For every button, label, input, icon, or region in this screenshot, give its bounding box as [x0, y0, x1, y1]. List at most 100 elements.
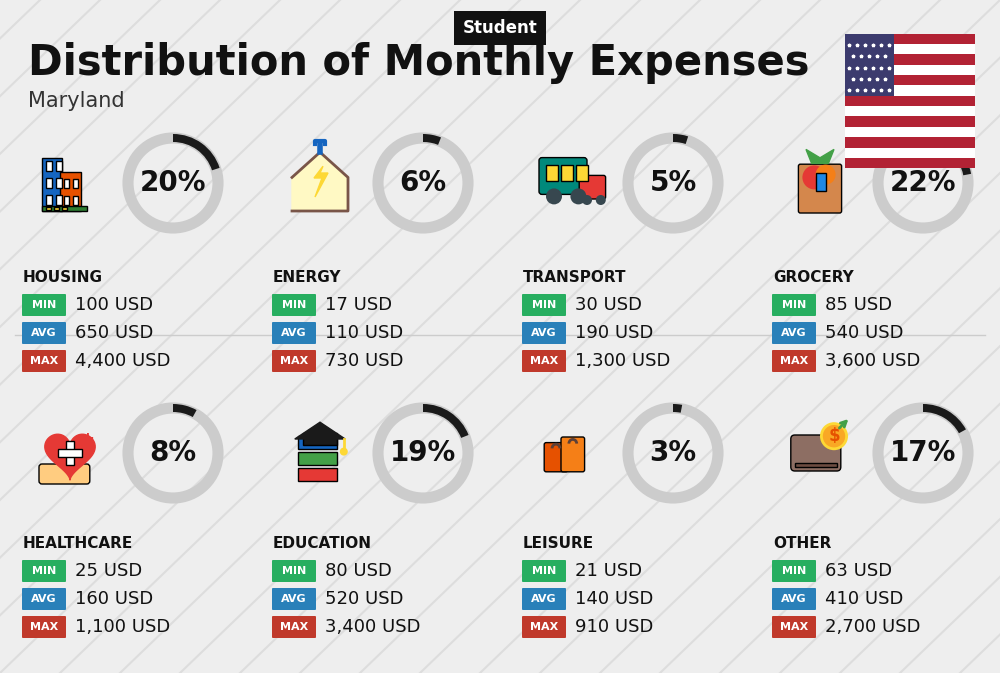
FancyBboxPatch shape	[772, 616, 816, 638]
Text: 1,300 USD: 1,300 USD	[575, 352, 670, 370]
FancyBboxPatch shape	[56, 161, 62, 171]
Text: 19%: 19%	[390, 439, 456, 467]
FancyBboxPatch shape	[845, 137, 975, 147]
Text: 540 USD: 540 USD	[825, 324, 904, 342]
Text: 190 USD: 190 USD	[575, 324, 653, 342]
Text: AVG: AVG	[281, 328, 307, 338]
FancyBboxPatch shape	[46, 195, 52, 205]
FancyBboxPatch shape	[42, 157, 62, 211]
Text: 910 USD: 910 USD	[575, 618, 653, 636]
FancyBboxPatch shape	[845, 34, 975, 44]
FancyBboxPatch shape	[272, 350, 316, 372]
FancyBboxPatch shape	[795, 463, 837, 467]
FancyBboxPatch shape	[845, 34, 894, 96]
FancyBboxPatch shape	[845, 96, 975, 106]
FancyBboxPatch shape	[561, 165, 573, 181]
FancyBboxPatch shape	[272, 560, 316, 582]
FancyBboxPatch shape	[62, 207, 67, 210]
FancyBboxPatch shape	[522, 616, 566, 638]
Text: 22%: 22%	[890, 169, 956, 197]
FancyBboxPatch shape	[73, 179, 78, 188]
Text: 20%: 20%	[140, 169, 206, 197]
FancyBboxPatch shape	[22, 616, 66, 638]
FancyBboxPatch shape	[64, 196, 69, 205]
Polygon shape	[295, 422, 345, 439]
Wedge shape	[173, 404, 197, 417]
Circle shape	[823, 425, 845, 448]
FancyBboxPatch shape	[298, 468, 337, 481]
FancyBboxPatch shape	[298, 452, 337, 465]
Text: 21 USD: 21 USD	[575, 562, 642, 580]
Circle shape	[816, 165, 836, 184]
FancyBboxPatch shape	[522, 588, 566, 610]
Text: 520 USD: 520 USD	[325, 590, 404, 608]
FancyBboxPatch shape	[303, 433, 337, 445]
FancyBboxPatch shape	[576, 165, 588, 181]
FancyBboxPatch shape	[791, 435, 841, 471]
Wedge shape	[673, 134, 688, 144]
Text: 63 USD: 63 USD	[825, 562, 892, 580]
FancyBboxPatch shape	[845, 75, 975, 85]
Circle shape	[340, 448, 348, 456]
FancyBboxPatch shape	[561, 437, 585, 472]
FancyBboxPatch shape	[64, 179, 69, 188]
Text: 6%: 6%	[399, 169, 447, 197]
Text: +: +	[80, 430, 94, 448]
FancyBboxPatch shape	[66, 441, 74, 465]
Text: AVG: AVG	[781, 594, 807, 604]
FancyBboxPatch shape	[46, 161, 52, 171]
Text: 80 USD: 80 USD	[325, 562, 392, 580]
FancyBboxPatch shape	[522, 322, 566, 344]
FancyBboxPatch shape	[22, 294, 66, 316]
FancyBboxPatch shape	[845, 116, 975, 127]
Text: AVG: AVG	[281, 594, 307, 604]
Text: MAX: MAX	[30, 622, 58, 632]
FancyBboxPatch shape	[272, 322, 316, 344]
Text: MIN: MIN	[782, 300, 806, 310]
FancyBboxPatch shape	[73, 196, 78, 205]
Text: 410 USD: 410 USD	[825, 590, 903, 608]
FancyBboxPatch shape	[60, 172, 81, 211]
FancyBboxPatch shape	[772, 294, 816, 316]
Polygon shape	[292, 152, 348, 211]
Text: 140 USD: 140 USD	[575, 590, 653, 608]
Text: AVG: AVG	[31, 594, 57, 604]
Text: MIN: MIN	[532, 566, 556, 576]
Text: ENERGY: ENERGY	[273, 269, 342, 285]
Text: 2,700 USD: 2,700 USD	[825, 618, 920, 636]
Wedge shape	[923, 134, 971, 176]
Text: GROCERY: GROCERY	[773, 269, 854, 285]
FancyBboxPatch shape	[845, 147, 975, 158]
FancyBboxPatch shape	[772, 588, 816, 610]
FancyBboxPatch shape	[22, 350, 66, 372]
Text: TRANSPORT: TRANSPORT	[523, 269, 626, 285]
FancyBboxPatch shape	[845, 55, 975, 65]
Text: 3,600 USD: 3,600 USD	[825, 352, 920, 370]
Wedge shape	[173, 134, 220, 170]
FancyBboxPatch shape	[845, 65, 975, 75]
Text: LEISURE: LEISURE	[523, 536, 594, 551]
Text: AVG: AVG	[31, 328, 57, 338]
FancyBboxPatch shape	[272, 616, 316, 638]
Text: HEALTHCARE: HEALTHCARE	[23, 536, 133, 551]
Text: MAX: MAX	[780, 356, 808, 366]
Polygon shape	[314, 166, 328, 197]
FancyBboxPatch shape	[46, 207, 51, 210]
Circle shape	[820, 422, 848, 450]
Circle shape	[802, 166, 826, 189]
Text: 5%: 5%	[649, 169, 697, 197]
FancyBboxPatch shape	[798, 164, 842, 213]
FancyBboxPatch shape	[772, 322, 816, 344]
Text: MAX: MAX	[30, 356, 58, 366]
Circle shape	[546, 188, 562, 205]
Text: MAX: MAX	[530, 622, 558, 632]
FancyBboxPatch shape	[42, 206, 87, 211]
Text: MIN: MIN	[32, 566, 56, 576]
Text: 3%: 3%	[649, 439, 697, 467]
Text: MAX: MAX	[280, 622, 308, 632]
Wedge shape	[673, 404, 682, 413]
Text: 17%: 17%	[890, 439, 956, 467]
FancyBboxPatch shape	[56, 178, 62, 188]
Text: MIN: MIN	[532, 300, 556, 310]
Text: AVG: AVG	[531, 328, 557, 338]
